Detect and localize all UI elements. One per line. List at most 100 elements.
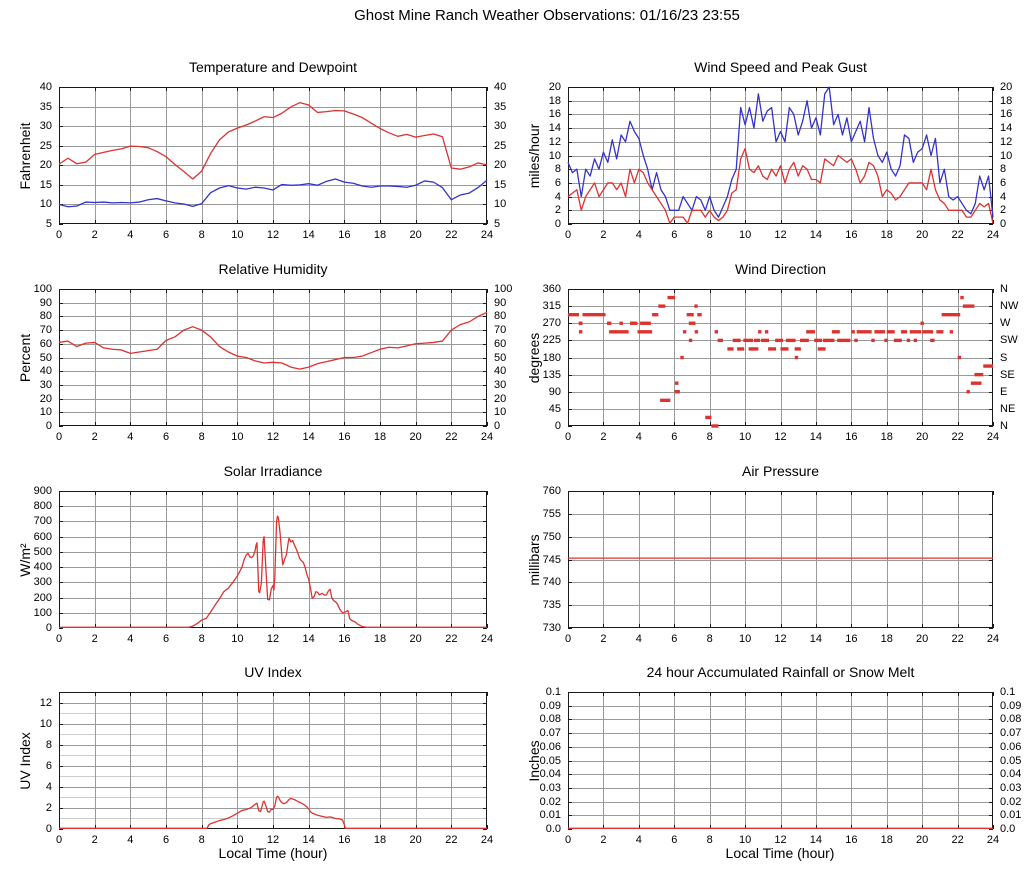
y-tick-label: 30 (39, 378, 52, 391)
y-tick-label: 2 (45, 801, 52, 814)
y-tick-label-right: 4 (1000, 190, 1007, 203)
x-tick-label: 24 (480, 633, 494, 645)
x-tick-label: 22 (445, 834, 458, 846)
y-tick-label: 14 (548, 122, 561, 135)
y-tick-label-right: 15 (494, 178, 507, 191)
y-tick-label-right: NE (1000, 402, 1016, 415)
x-tick-label: 8 (706, 633, 713, 645)
x-tick-label: 18 (373, 229, 387, 241)
x-axis-label-left: Local Time (hour) (218, 845, 328, 861)
x-tick-label: 24 (986, 633, 1000, 645)
y-tick-label-right: 30 (494, 378, 507, 391)
y-tick-label: 400 (33, 561, 52, 574)
y-tick-label: 35 (39, 100, 52, 113)
tick-marks (568, 491, 994, 629)
y-tick-label: 20 (39, 392, 52, 405)
y-tick-label: 900 (33, 485, 52, 497)
y-tick-label-right: 0 (1000, 218, 1007, 230)
y-tick-label: 4 (554, 190, 561, 203)
chart-title: Air Pressure (741, 463, 820, 479)
y-tick-label: 80 (39, 310, 52, 323)
y-tick-label: 8 (45, 738, 52, 751)
y-tick-label: 700 (33, 515, 52, 528)
plot-border (59, 87, 487, 224)
y-axis-label: W/m² (17, 542, 33, 577)
y-tick-label: 8 (554, 163, 561, 176)
x-tick-label: 10 (231, 431, 244, 443)
x-tick-label: 0 (55, 834, 63, 846)
y-tick-label: 0.1 (545, 686, 561, 698)
y-tick-label-right: 6 (1000, 176, 1007, 189)
x-tick-label: 12 (266, 229, 280, 241)
y-tick-label: 90 (39, 296, 52, 309)
y-tick-label-right: 40 (494, 365, 507, 378)
gridlines (59, 491, 487, 628)
y-tick-label: 40 (39, 81, 52, 93)
x-tick-label: 0 (564, 431, 572, 443)
y-tick-label-right: 50 (494, 351, 507, 364)
tick-marks (568, 692, 994, 830)
y-tick-label-right: 0.0 (1000, 823, 1016, 835)
x-tick-label: 16 (338, 431, 351, 443)
y-tick-label-right: 20 (1000, 81, 1013, 93)
y-tick-label: 50 (39, 351, 52, 364)
y-tick-label: 0.04 (539, 768, 561, 781)
y-tick-label-right: 10 (1000, 149, 1013, 162)
chart-title: Wind Speed and Peak Gust (694, 59, 867, 75)
y-tick-label-right: 18 (1000, 94, 1013, 107)
series-dewpoint (58, 178, 488, 208)
y-tick-label-right: 0.03 (1000, 781, 1022, 794)
plot-area (58, 87, 488, 225)
x-tick-label: 12 (774, 633, 787, 645)
y-axis-label: UV Index (17, 731, 33, 790)
x-tick-label: 4 (127, 633, 134, 645)
y-tick-label: 0 (554, 218, 561, 230)
y-tick-label: 360 (542, 283, 561, 295)
x-tick-label: 24 (986, 431, 1000, 443)
x-tick-label: 22 (951, 633, 964, 645)
x-tick-label: 24 (480, 229, 494, 241)
y-tick-label-right: 0.02 (1000, 795, 1022, 808)
gridlines (568, 491, 993, 628)
x-tick-label: 2 (91, 431, 98, 443)
x-tick-label: 16 (338, 229, 351, 241)
y-tick-label: 100 (33, 606, 52, 619)
y-tick-label-right: 12 (1000, 135, 1013, 148)
x-tick-label: 20 (916, 633, 929, 645)
y-tick-label-right: 35 (494, 100, 507, 113)
x-tick-label: 8 (706, 229, 713, 241)
y-axis-label: Percent (17, 333, 33, 382)
x-tick-label: 18 (880, 431, 893, 443)
y-tick-label: 0 (45, 622, 52, 634)
y-tick-label-right: 2 (1000, 204, 1007, 217)
y-tick-label: 750 (542, 530, 561, 543)
series-humidity (58, 311, 488, 370)
x-tick-label: 6 (671, 229, 678, 241)
y-tick-label-right: 30 (494, 120, 507, 133)
x-tick-label: 22 (445, 229, 458, 241)
plot-border (568, 87, 993, 224)
plot-border (568, 692, 993, 829)
x-tick-label: 2 (600, 834, 607, 846)
x-tick-label: 2 (600, 431, 607, 443)
y-tick-label: 180 (542, 351, 561, 364)
y-tick-label-right: 100 (494, 283, 513, 295)
y-tick-label: 40 (39, 365, 52, 378)
y-tick-label-right: N (1000, 283, 1008, 295)
y-tick-label: 0.09 (539, 699, 561, 712)
y-tick-label: 10 (39, 198, 52, 211)
x-tick-label: 22 (445, 431, 458, 443)
chart-title: 24 hour Accumulated Rainfall or Snow Mel… (646, 664, 915, 680)
y-tick-label-right: 20 (494, 392, 507, 405)
y-tick-label-right: 0.01 (1000, 809, 1022, 822)
x-tick-label: 10 (231, 229, 244, 241)
y-tick-label: 0 (45, 420, 52, 432)
x-tick-label: 2 (91, 633, 98, 645)
x-tick-label: 12 (774, 229, 787, 241)
y-tick-label: 10 (39, 717, 52, 730)
y-tick-label: 90 (548, 385, 561, 398)
plot-border (59, 491, 487, 628)
y-tick-label: 0 (45, 823, 52, 835)
x-tick-label: 18 (880, 633, 893, 645)
y-tick-label-right: 0.05 (1000, 754, 1022, 767)
